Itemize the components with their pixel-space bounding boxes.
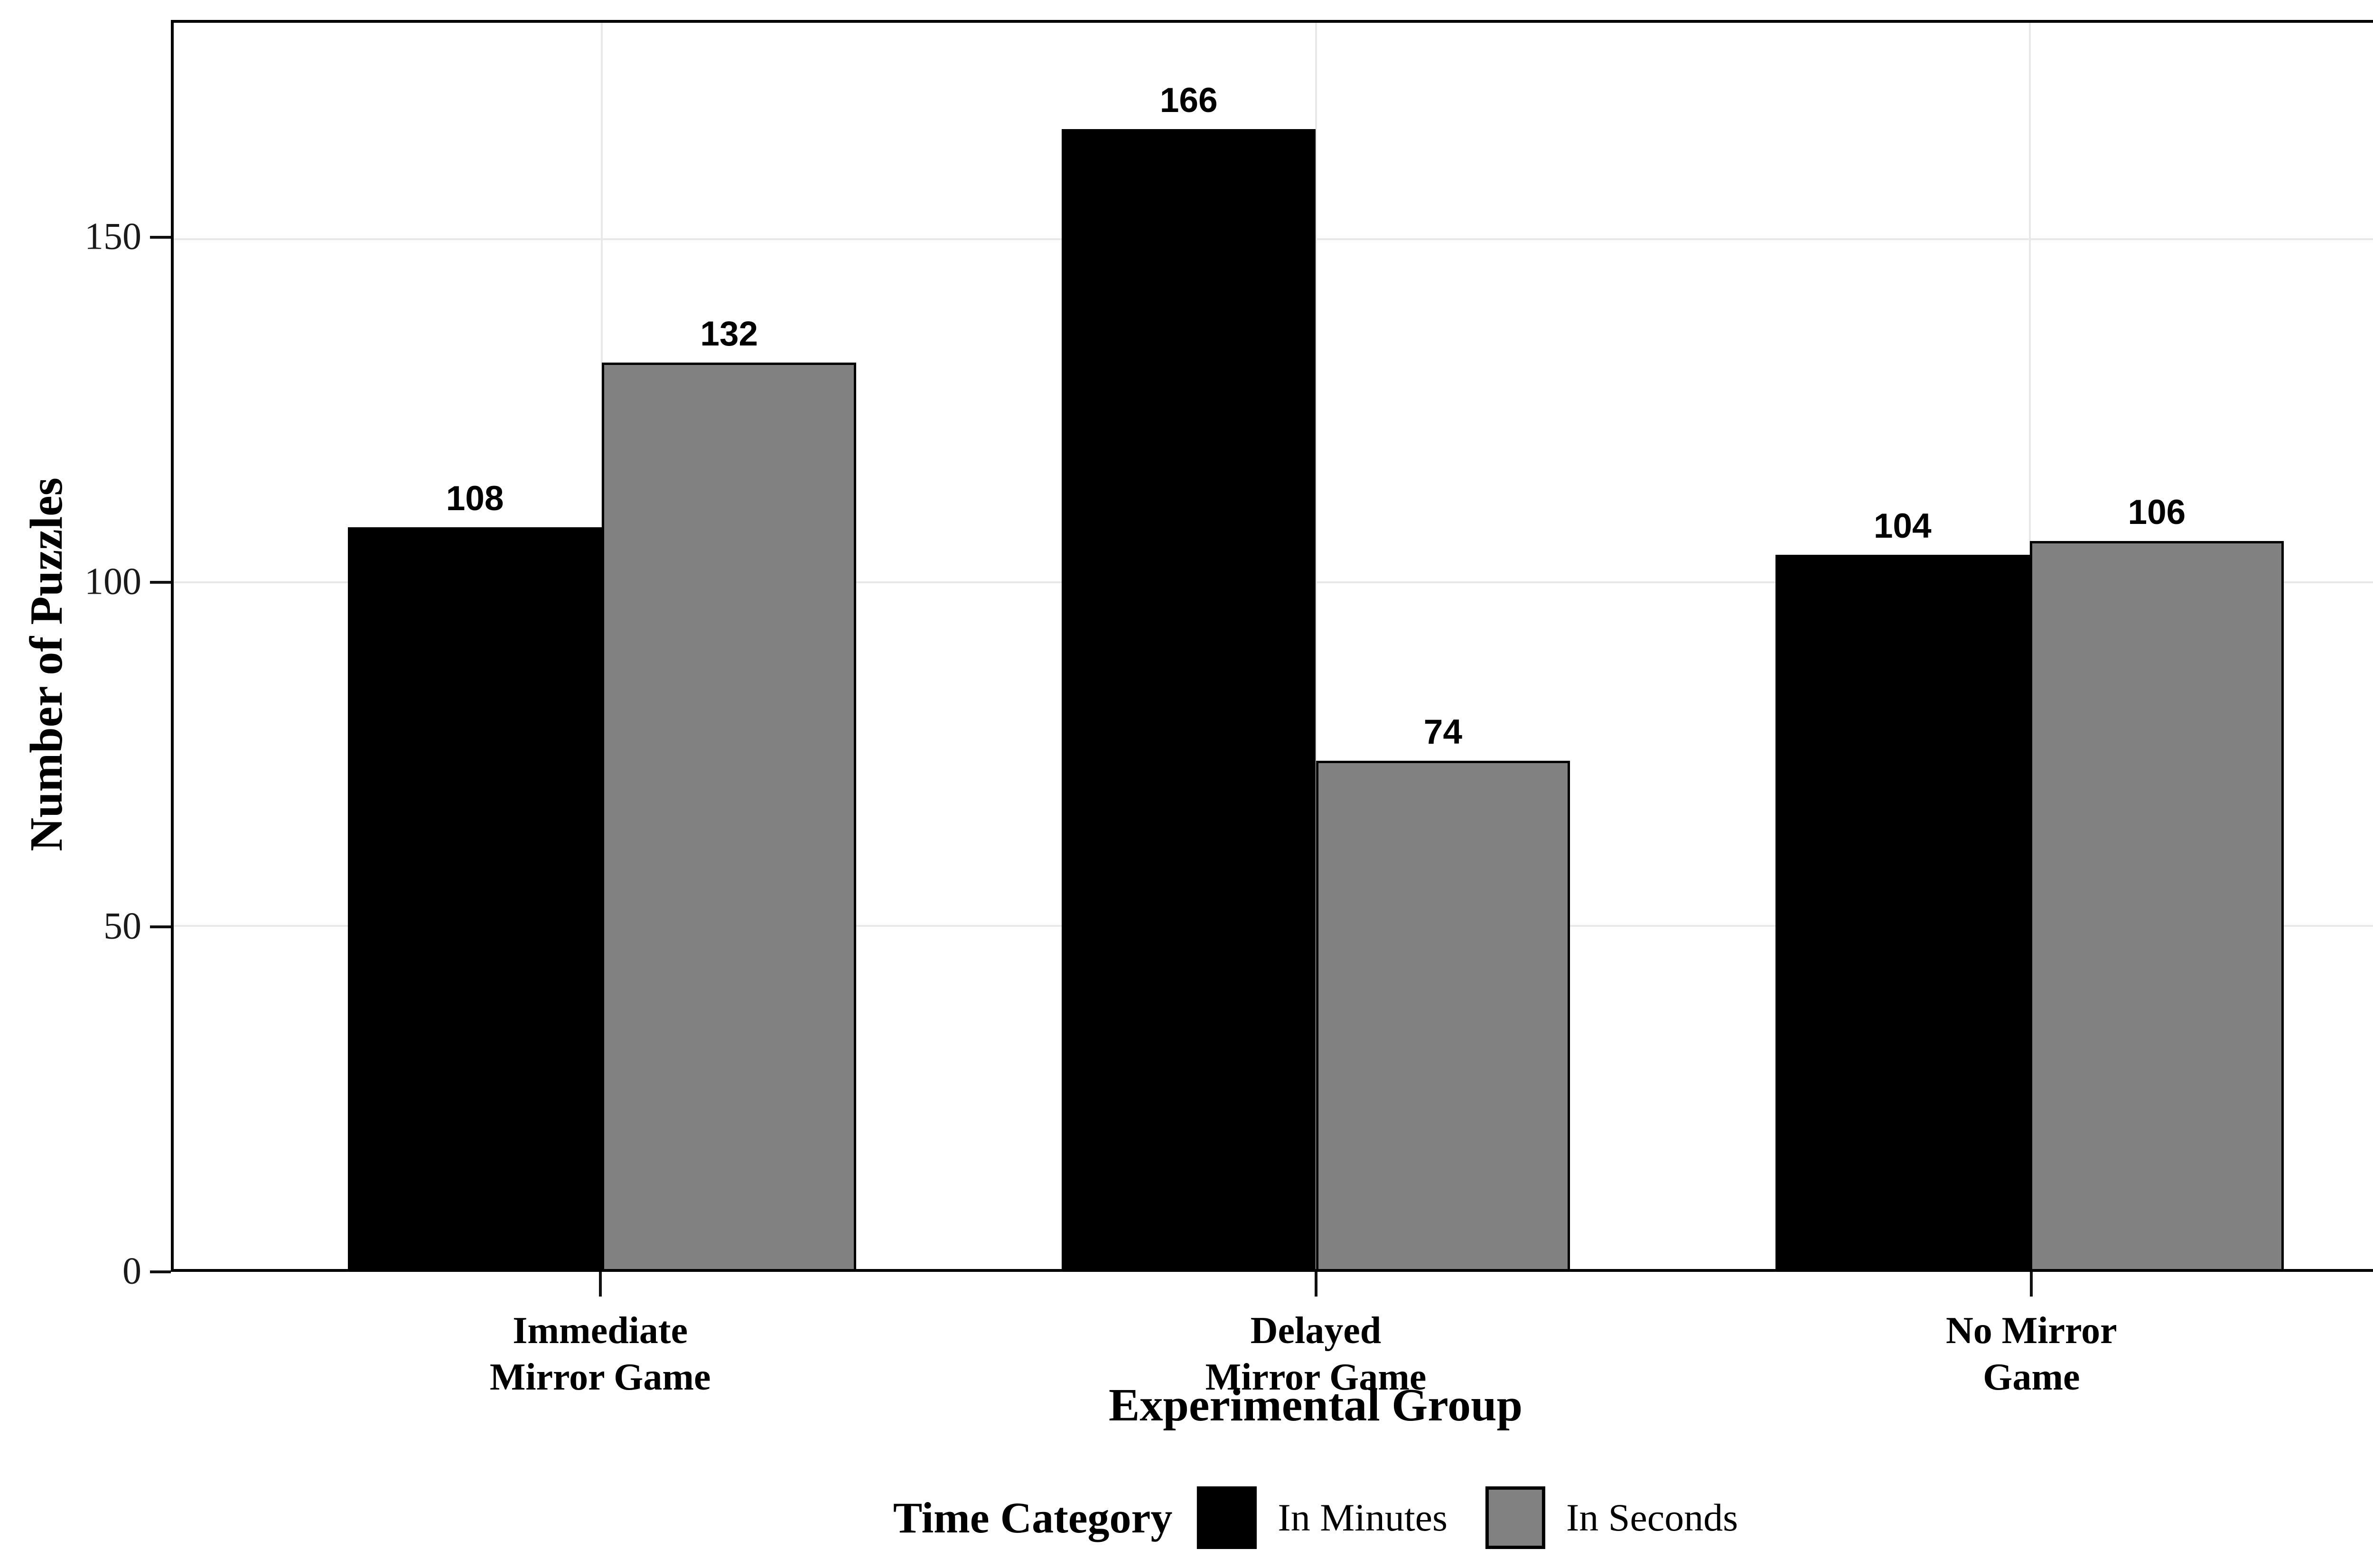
x-tick-mark: [1314, 1272, 1317, 1297]
bar-in-seconds: [602, 363, 857, 1269]
legend-swatch-black: [1197, 1486, 1257, 1549]
x-tick-mark: [598, 1272, 602, 1297]
legend-title: Time Category: [893, 1493, 1173, 1542]
y-tick-mark: [150, 235, 171, 239]
x-tick-mark: [2030, 1272, 2033, 1297]
y-tick-label: 50: [103, 905, 141, 947]
legend: Time Category In Minutes In Seconds: [893, 1484, 1738, 1551]
y-tick-label: 0: [122, 1250, 141, 1292]
bar-value-label: 132: [700, 315, 758, 354]
bar-value-label: 108: [446, 479, 504, 518]
legend-item-in-seconds: In Seconds: [1485, 1486, 1738, 1549]
legend-item-in-minutes: In Minutes: [1197, 1486, 1448, 1549]
x-category-label: Delayed Mirror Game: [1205, 1310, 1427, 1398]
bar-value-label: 74: [1423, 713, 1462, 752]
legend-label-in-minutes: In Minutes: [1278, 1496, 1448, 1539]
legend-label-in-seconds: In Seconds: [1566, 1496, 1738, 1539]
y-axis-title: Number of Puzzles: [21, 477, 72, 851]
y-tick-mark: [150, 580, 171, 584]
plot-panel: 108 166 104 132 74 106: [171, 20, 2373, 1272]
x-axis-title: Experimental Group: [1108, 1380, 1523, 1431]
x-category-label: No Mirror Game: [1946, 1310, 2117, 1398]
y-tick-mark: [150, 925, 171, 929]
bar-in-seconds: [1316, 761, 1570, 1269]
bar-in-minutes: [1775, 555, 2030, 1269]
legend-swatch-gray: [1485, 1486, 1545, 1549]
x-category-label: Immediate Mirror Game: [489, 1310, 711, 1398]
bar-in-seconds: [2029, 541, 2284, 1269]
major-gridline-vertical: [1315, 23, 1317, 1269]
y-tick-mark: [150, 1270, 171, 1273]
bar-value-label: 106: [2128, 493, 2186, 532]
y-tick-label: 100: [84, 560, 141, 602]
bar-in-minutes: [1061, 129, 1316, 1269]
y-tick-label: 150: [84, 215, 141, 258]
bar-value-label: 104: [1873, 507, 1932, 546]
bar-value-label: 166: [1159, 81, 1218, 120]
bar-in-minutes: [347, 527, 602, 1269]
